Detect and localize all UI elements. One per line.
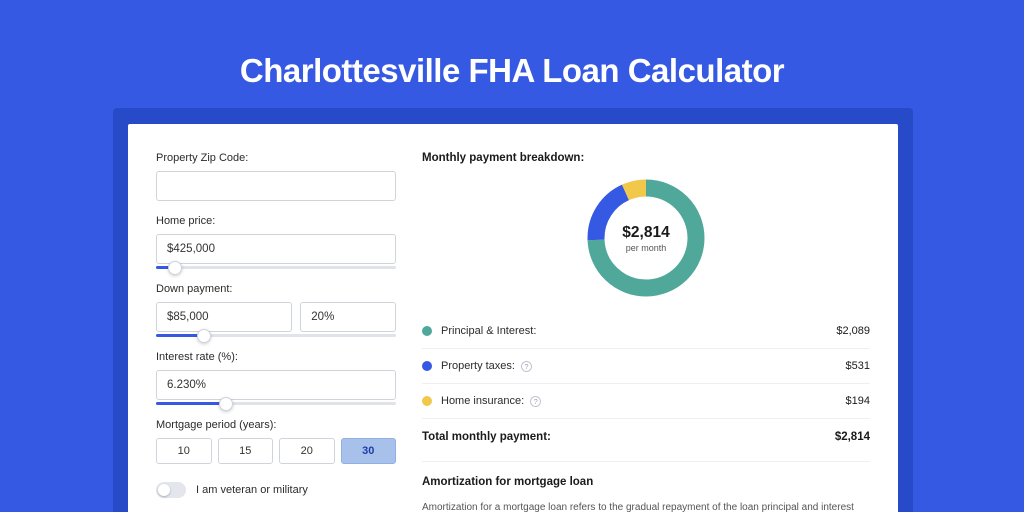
down-payment-slider[interactable]: [156, 334, 396, 337]
interest-slider-fill: [156, 402, 226, 405]
donut-center: $2,814 per month: [584, 176, 708, 300]
field-home-price: Home price:: [156, 215, 396, 269]
legend-dot: [422, 326, 432, 336]
total-row: Total monthly payment: $2,814: [422, 418, 870, 457]
home-price-slider[interactable]: [156, 266, 396, 269]
period-label: Mortgage period (years):: [156, 419, 396, 431]
field-zip: Property Zip Code:: [156, 152, 396, 201]
legend-row-1: Property taxes:? $531: [422, 349, 870, 384]
period-options: 10152030: [156, 438, 396, 464]
down-payment-amount-input[interactable]: [156, 302, 292, 332]
interest-slider-thumb[interactable]: [219, 397, 233, 411]
page-title: Charlottesville FHA Loan Calculator: [0, 52, 1024, 90]
period-option-10[interactable]: 10: [156, 438, 212, 464]
amortization-title: Amortization for mortgage loan: [422, 476, 870, 488]
veteran-label: I am veteran or military: [196, 484, 308, 496]
veteran-toggle[interactable]: [156, 482, 186, 498]
zip-input[interactable]: [156, 171, 396, 201]
donut-amount: $2,814: [622, 224, 669, 242]
legend-dot: [422, 396, 432, 406]
legend-dot: [422, 361, 432, 371]
donut-wrap: $2,814 per month: [422, 176, 870, 300]
legend-row-0: Principal & Interest: $2,089: [422, 314, 870, 349]
home-price-slider-thumb[interactable]: [168, 261, 182, 275]
down-payment-label: Down payment:: [156, 283, 396, 295]
legend-value: $531: [846, 360, 870, 372]
calculator-card: Property Zip Code: Home price: Down paym…: [128, 124, 898, 512]
interest-input[interactable]: [156, 370, 396, 400]
breakdown-title: Monthly payment breakdown:: [422, 152, 870, 164]
info-icon[interactable]: ?: [530, 396, 541, 407]
veteran-toggle-knob: [158, 484, 170, 496]
veteran-row: I am veteran or military: [156, 482, 396, 498]
legend-label: Principal & Interest:: [441, 325, 536, 337]
amortization-section: Amortization for mortgage loan Amortizat…: [422, 461, 870, 512]
total-value: $2,814: [835, 431, 870, 443]
legend-label: Property taxes:: [441, 360, 515, 372]
donut-sub: per month: [626, 243, 667, 253]
interest-slider[interactable]: [156, 402, 396, 405]
zip-label: Property Zip Code:: [156, 152, 396, 164]
field-down-payment: Down payment:: [156, 283, 396, 337]
legend-value: $194: [846, 395, 870, 407]
amortization-body: Amortization for a mortgage loan refers …: [422, 500, 870, 512]
legend-row-2: Home insurance:? $194: [422, 384, 870, 418]
legend-label: Home insurance:: [441, 395, 524, 407]
breakdown-column: Monthly payment breakdown: $2,814 per mo…: [422, 152, 870, 512]
donut-chart: $2,814 per month: [584, 176, 708, 300]
form-column: Property Zip Code: Home price: Down paym…: [156, 152, 396, 512]
period-option-20[interactable]: 20: [279, 438, 335, 464]
legend-value: $2,089: [836, 325, 870, 337]
period-option-15[interactable]: 15: [218, 438, 274, 464]
hero: Charlottesville FHA Loan Calculator: [0, 52, 1024, 90]
down-payment-slider-thumb[interactable]: [197, 329, 211, 343]
page-background: Charlottesville FHA Loan Calculator Prop…: [0, 0, 1024, 512]
legend: Principal & Interest: $2,089 Property taxe…: [422, 314, 870, 418]
field-period: Mortgage period (years): 10152030: [156, 419, 396, 464]
field-interest: Interest rate (%):: [156, 351, 396, 405]
total-label: Total monthly payment:: [422, 431, 551, 443]
down-payment-percent-input[interactable]: [300, 302, 396, 332]
interest-label: Interest rate (%):: [156, 351, 396, 363]
info-icon[interactable]: ?: [521, 361, 532, 372]
home-price-label: Home price:: [156, 215, 396, 227]
home-price-input[interactable]: [156, 234, 396, 264]
period-option-30[interactable]: 30: [341, 438, 397, 464]
